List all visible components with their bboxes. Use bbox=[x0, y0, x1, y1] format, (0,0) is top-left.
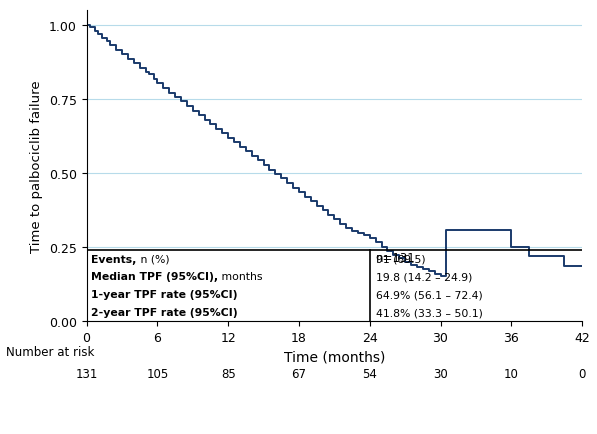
Text: Number at risk: Number at risk bbox=[6, 345, 94, 358]
X-axis label: Time (months): Time (months) bbox=[284, 349, 385, 363]
Text: Events,: Events, bbox=[91, 254, 137, 264]
Text: 30: 30 bbox=[433, 367, 448, 380]
Text: 10: 10 bbox=[504, 367, 519, 380]
Text: 2-year TPF rate (95%CI): 2-year TPF rate (95%CI) bbox=[91, 307, 238, 317]
Text: 105: 105 bbox=[146, 367, 168, 380]
Y-axis label: Time to palbociclib failure: Time to palbociclib failure bbox=[30, 80, 44, 252]
Text: 19.8 (14.2 – 24.9): 19.8 (14.2 – 24.9) bbox=[376, 272, 472, 282]
Text: 64.9% (56.1 – 72.4): 64.9% (56.1 – 72.4) bbox=[376, 289, 482, 299]
Text: 0: 0 bbox=[578, 367, 586, 380]
Text: Median TPF (95%CI),: Median TPF (95%CI), bbox=[91, 272, 219, 282]
Text: 67: 67 bbox=[291, 367, 306, 380]
Text: months: months bbox=[219, 272, 263, 282]
Text: 85: 85 bbox=[221, 367, 235, 380]
Text: 91 (69.5): 91 (69.5) bbox=[376, 254, 425, 264]
Text: n (%): n (%) bbox=[137, 254, 170, 264]
Text: 1-year TPF rate (95%CI): 1-year TPF rate (95%CI) bbox=[91, 289, 238, 299]
Text: 41.8% (33.3 – 50.1): 41.8% (33.3 – 50.1) bbox=[376, 307, 482, 317]
Text: 54: 54 bbox=[362, 367, 377, 380]
Text: n=131: n=131 bbox=[376, 251, 416, 264]
Text: 131: 131 bbox=[75, 367, 98, 380]
